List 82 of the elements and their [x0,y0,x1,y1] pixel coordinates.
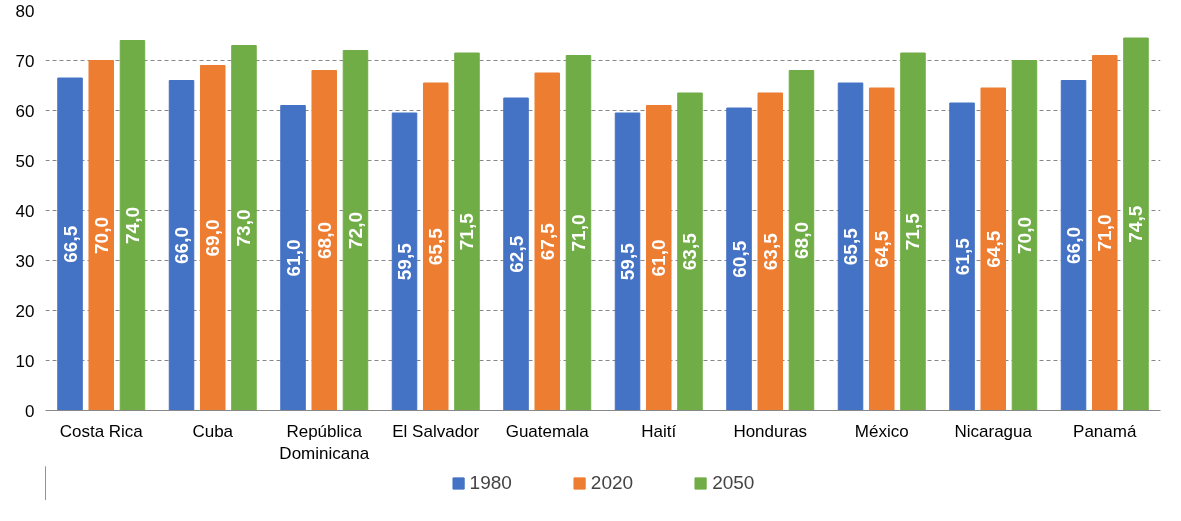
bar [391,112,418,411]
y-tick-label: 70 [15,51,35,71]
data-label: 60,5 [728,240,750,278]
data-label: 61,5 [951,237,973,276]
x-tick-label: Guatemala [505,421,590,441]
data-label: 71,0 [1094,214,1116,252]
data-label: 65,5 [840,227,862,266]
y-tick-label: 10 [15,351,35,371]
x-tick-label: República Dominicana [279,421,370,464]
data-label: 59,5 [394,242,416,281]
bar [868,87,895,411]
bar [565,55,592,411]
y-tick-label: 60 [15,101,35,121]
bar [1060,80,1087,411]
data-label: 62,5 [505,235,527,273]
data-label: 64,5 [871,230,893,268]
data-label: 64,5 [982,230,1004,268]
bar [677,92,703,411]
bar [645,105,672,411]
bar [757,92,784,411]
bar [168,80,195,411]
bar [1123,37,1149,411]
y-tick-label: 40 [15,201,35,221]
bar [980,87,1007,411]
bar [1011,60,1038,411]
bar [949,102,975,411]
data-label: 70,0 [90,217,112,254]
data-label: 73,0 [233,209,255,247]
bar [454,52,480,411]
bar [422,82,449,411]
x-tick-label: Nicaragua [954,421,1033,441]
data-label: 71,5 [456,212,478,251]
data-label: 59,5 [617,242,639,281]
x-tick-label: Panamá [1073,421,1137,441]
bar [1091,55,1118,411]
data-label: 68,0 [790,222,812,259]
legend-label: 2020 [590,472,634,494]
bar [614,112,641,411]
data-label: 74,0 [121,207,143,244]
data-label: 68,0 [313,222,335,259]
data-label: 65,5 [425,227,447,266]
bar [726,107,752,411]
data-label: 70,0 [1013,217,1035,254]
data-label: 72,0 [344,212,366,249]
data-label: 74,5 [1125,205,1147,243]
bar [900,52,926,411]
bar [837,82,864,411]
x-tick-label: Costa Rica [59,421,144,441]
bar [503,97,529,411]
x-tick-label: Honduras [733,421,808,441]
x-tick-label: México [854,421,909,441]
bar [199,65,226,411]
bar [311,70,338,411]
bar [88,60,115,411]
bar [342,50,369,411]
data-label: 66,5 [59,225,81,263]
data-label: 66,0 [1063,227,1085,264]
y-tick-label: 80 [15,1,35,21]
bar [231,45,257,411]
data-label: 71,0 [567,214,589,252]
x-tick-label: Haití [641,421,677,441]
bar [57,77,83,411]
y-tick-label: 0 [25,401,35,421]
data-label: 69,0 [202,219,224,257]
x-tick-label: El Salvador [392,421,480,441]
data-label: 71,5 [902,212,924,251]
data-label: 67,5 [536,222,558,261]
bar [119,40,146,411]
legend-label: 1980 [469,472,512,494]
legend-label: 2050 [712,472,755,494]
data-label: 63,5 [759,232,781,271]
bar [280,105,306,411]
data-label: 63,5 [679,232,701,271]
x-tick-label: Cuba [192,421,234,441]
y-tick-label: 50 [15,151,35,171]
bar [788,70,815,411]
data-label: 61,0 [648,239,670,277]
bar [534,72,561,411]
y-tick-label: 20 [15,301,35,321]
y-tick-label: 30 [15,251,35,271]
data-label: 61,0 [282,239,304,277]
data-label: 66,0 [171,227,193,264]
